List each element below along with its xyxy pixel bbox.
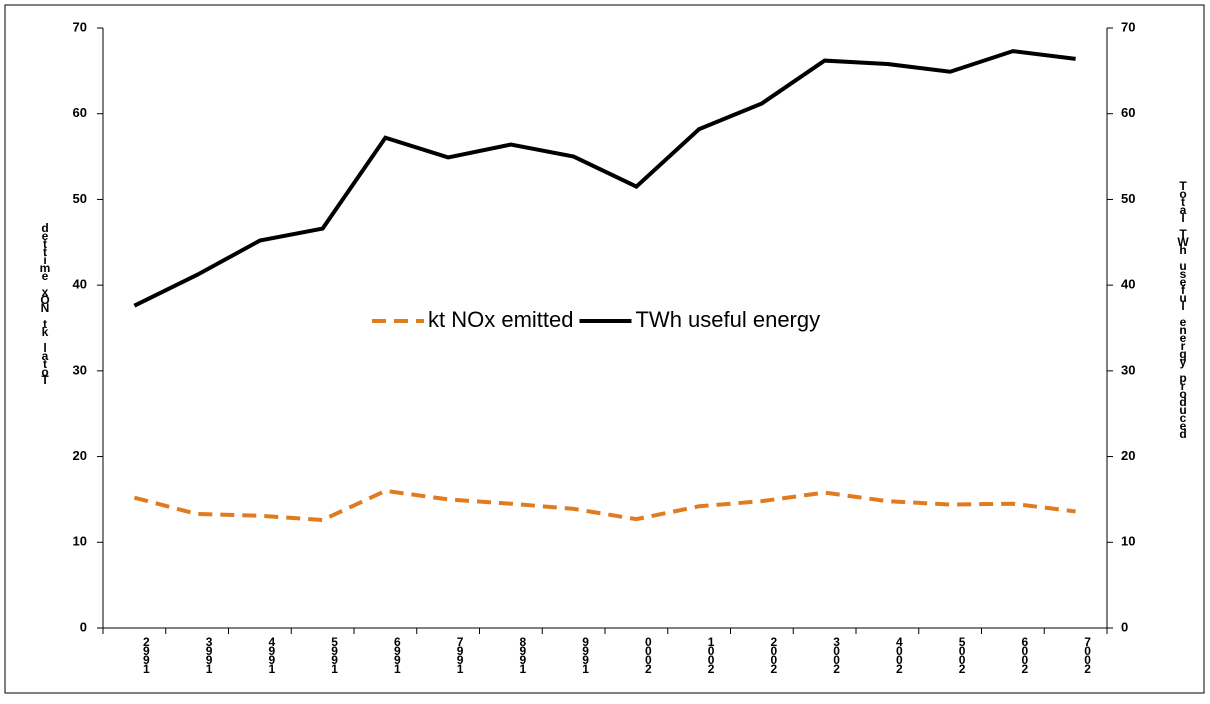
y-tick-label: 40: [73, 277, 87, 292]
legend-label: TWh useful energy: [635, 307, 820, 332]
line-series: [133, 49, 1076, 308]
y-tick-label: 70: [73, 19, 87, 34]
y-tick-label: 60: [73, 105, 87, 120]
y-tick-label: 20: [73, 448, 87, 463]
y2-tick-label: 30: [1121, 362, 1135, 377]
y-tick-label: 50: [73, 191, 87, 206]
y2-tick-label: 60: [1121, 105, 1135, 120]
y2-tick-label: 10: [1121, 534, 1135, 549]
legend-label: kt NOx emitted: [428, 307, 573, 332]
y-tick-label: 10: [73, 534, 87, 549]
line-series: [133, 488, 1076, 523]
y-tick-label: 30: [73, 362, 87, 377]
y2-tick-label: 0: [1121, 619, 1128, 634]
y-tick-label: 0: [80, 619, 87, 634]
y2-tick-label: 20: [1121, 448, 1135, 463]
y2-tick-label: 50: [1121, 191, 1135, 206]
y2-tick-label: 70: [1121, 19, 1135, 34]
chart-border: [4, 4, 1205, 694]
y2-tick-label: 40: [1121, 277, 1135, 292]
